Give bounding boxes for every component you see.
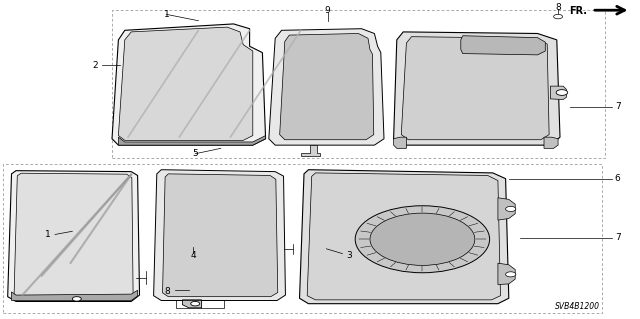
Polygon shape xyxy=(394,32,560,145)
Text: 1: 1 xyxy=(164,10,169,19)
Circle shape xyxy=(370,213,475,265)
Text: 8: 8 xyxy=(556,3,561,11)
Polygon shape xyxy=(307,173,500,300)
Polygon shape xyxy=(550,86,566,100)
Polygon shape xyxy=(8,171,140,301)
Polygon shape xyxy=(14,173,133,299)
Circle shape xyxy=(506,206,516,211)
Text: SVB4B1200: SVB4B1200 xyxy=(556,302,600,311)
Polygon shape xyxy=(301,145,320,156)
Circle shape xyxy=(506,272,516,277)
Polygon shape xyxy=(461,36,545,55)
Polygon shape xyxy=(118,136,266,145)
Bar xyxy=(112,10,605,158)
Circle shape xyxy=(72,297,81,301)
Text: 7: 7 xyxy=(615,102,620,111)
Text: 5: 5 xyxy=(193,149,198,158)
Polygon shape xyxy=(498,198,515,220)
Polygon shape xyxy=(394,137,406,148)
Text: 7: 7 xyxy=(615,233,620,242)
Bar xyxy=(3,164,602,313)
Text: 2: 2 xyxy=(92,61,97,70)
Polygon shape xyxy=(401,37,549,140)
Polygon shape xyxy=(544,137,558,148)
Polygon shape xyxy=(154,170,285,300)
Text: 9: 9 xyxy=(325,6,330,15)
Polygon shape xyxy=(498,263,515,285)
Polygon shape xyxy=(182,300,202,308)
Text: 8: 8 xyxy=(165,287,170,296)
Text: 6: 6 xyxy=(615,174,620,183)
Polygon shape xyxy=(118,27,253,140)
Circle shape xyxy=(191,301,200,306)
Circle shape xyxy=(554,14,563,19)
Text: 3: 3 xyxy=(347,251,352,260)
Polygon shape xyxy=(280,33,374,140)
Bar xyxy=(176,300,224,308)
Polygon shape xyxy=(163,174,278,297)
Polygon shape xyxy=(269,29,384,145)
Text: 1: 1 xyxy=(45,230,51,239)
Polygon shape xyxy=(112,24,266,145)
Circle shape xyxy=(355,206,490,273)
Polygon shape xyxy=(12,290,138,300)
Polygon shape xyxy=(300,170,509,304)
Circle shape xyxy=(556,90,568,95)
Text: FR.: FR. xyxy=(570,5,588,16)
Text: 4: 4 xyxy=(191,251,196,260)
